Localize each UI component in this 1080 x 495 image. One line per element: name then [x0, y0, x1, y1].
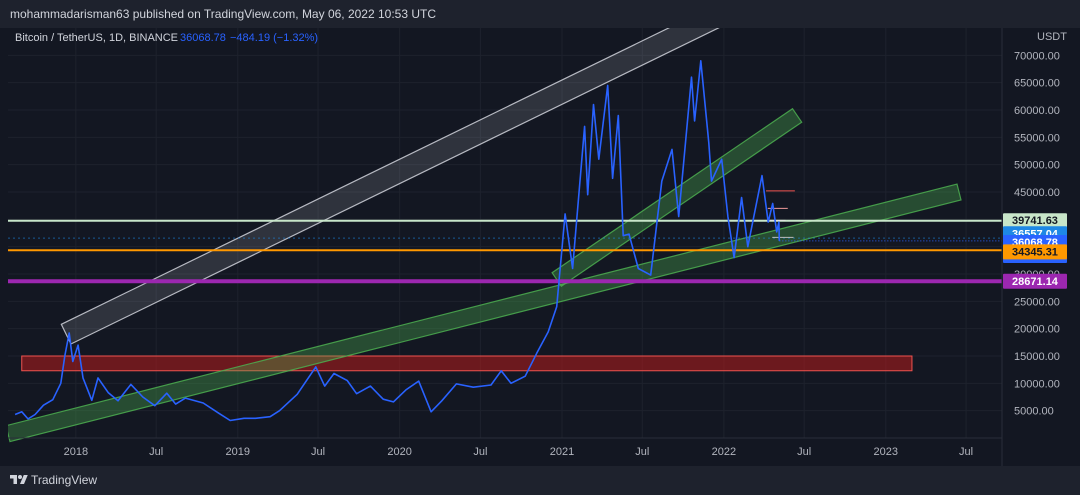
publish-info: mohammadarisman63 published on TradingVi… [10, 7, 437, 21]
x-tick-label: 2021 [550, 446, 574, 458]
x-tick-label: 2023 [874, 446, 898, 458]
price-label: 39741.63 [1012, 215, 1058, 227]
legend-last-price: 36068.78 [180, 32, 226, 44]
price-labels: 39741.6336557.0436068.7813:08:0234345.31… [1003, 213, 1067, 289]
y-tick-label: 55000.00 [1014, 132, 1060, 144]
y-tick-label: 15000.00 [1014, 351, 1060, 363]
tradingview-logo-icon [10, 475, 28, 484]
y-tick-label: 20000.00 [1014, 324, 1060, 336]
x-tick-label: Jul [149, 446, 163, 458]
y-tick-label: 70000.00 [1014, 50, 1060, 62]
x-axis: 2018 Jul 2019 Jul 2020 Jul 2021 Jul 2022 Jul 2023 J… [8, 437, 1002, 458]
price-series [14, 60, 1002, 422]
y-tick-label: 50000.00 [1014, 160, 1060, 172]
price-line [14, 60, 781, 422]
legend-symbol: Bitcoin / TetherUS, 1D, BINANCE [15, 32, 178, 44]
x-tick-label: 2022 [712, 446, 736, 458]
top-bar: mohammadarisman63 published on TradingVi… [0, 0, 1080, 28]
unit-label: USDT [1037, 31, 1067, 43]
chart-area[interactable]: 2018 Jul 2019 Jul 2020 Jul 2021 Jul 2022 Jul 2023 J… [5, 0, 1075, 466]
y-tick-label: 60000.00 [1014, 105, 1060, 117]
footer-bar: TradingView [0, 466, 1080, 495]
x-tick-label: 2020 [387, 446, 411, 458]
x-tick-label: Jul [959, 446, 973, 458]
y-tick-label: 10000.00 [1014, 378, 1060, 390]
x-tick-label: Jul [797, 446, 811, 458]
trend-channels[interactable] [5, 0, 962, 443]
price-chart[interactable]: 2018 Jul 2019 Jul 2020 Jul 2021 Jul 2022 Jul 2023 J… [5, 0, 1075, 466]
y-tick-label: 45000.00 [1014, 187, 1060, 199]
x-tick-label: Jul [635, 446, 649, 458]
y-tick-label: 5000.00 [1014, 406, 1054, 418]
horizontal-levels[interactable] [8, 219, 1002, 284]
x-tick-label: 2018 [64, 446, 88, 458]
price-label-bg [1003, 213, 1067, 229]
brand-name: TradingView [31, 473, 98, 487]
price-label: 28671.14 [1012, 276, 1059, 288]
legend: Bitcoin / TetherUS, 1D, BINANCE 36068.78… [15, 32, 318, 44]
trend-channel-upper [60, 0, 767, 345]
zones [21, 355, 913, 372]
y-tick-label: 25000.00 [1014, 296, 1060, 308]
price-label: 34345.31 [1012, 246, 1058, 258]
x-tick-label: Jul [473, 446, 487, 458]
support-zone [21, 355, 913, 372]
legend-change: −484.19 (−1.32%) [230, 32, 318, 44]
y-tick-label: 65000.00 [1014, 78, 1060, 90]
price-label-bg [1003, 273, 1067, 289]
x-tick-label: Jul [311, 446, 325, 458]
x-tick-label: 2019 [226, 446, 250, 458]
price-label-bg [1003, 244, 1067, 260]
